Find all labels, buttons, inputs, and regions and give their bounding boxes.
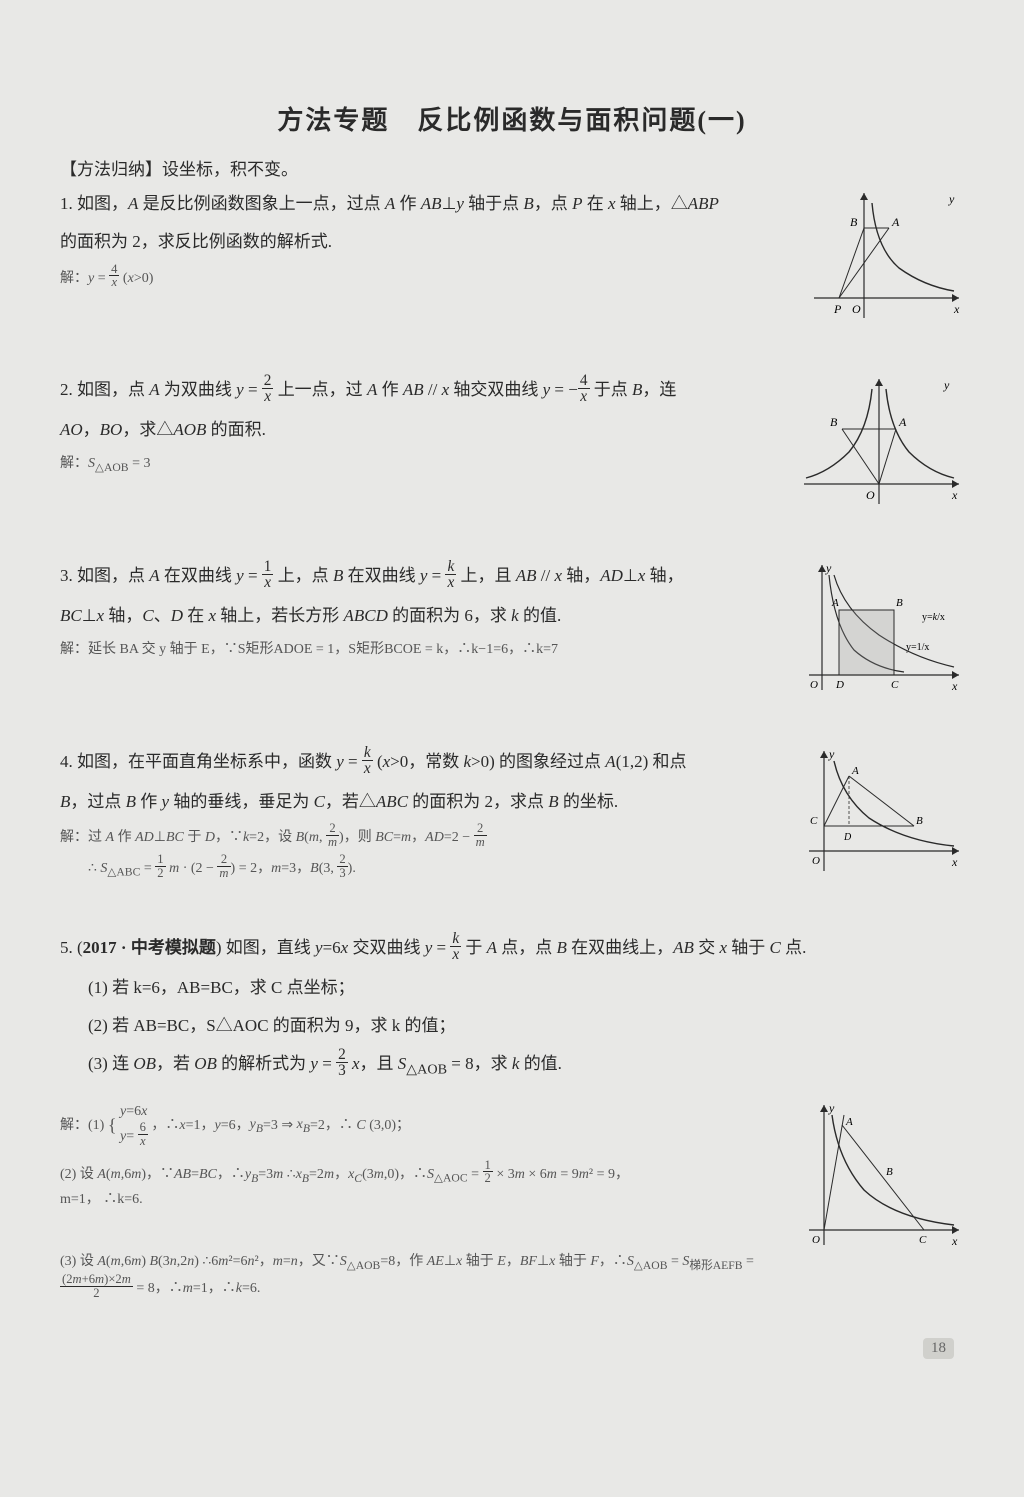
method-note: 【方法归纳】设坐标，积不变。 [60, 155, 964, 180]
problem-answer-line: m=1， ∴k=6. [60, 1188, 794, 1212]
svg-text:x: x [951, 855, 958, 869]
svg-text:B: B [896, 597, 903, 609]
problem-stem-line: 的面积为 2，求反比例函数的解析式. [60, 226, 774, 258]
svg-text:y: y [828, 1101, 835, 1115]
svg-text:x: x [951, 679, 958, 693]
svg-text:O: O [852, 302, 861, 316]
svg-text:B: B [850, 215, 858, 229]
problem-4: 4. 如图，在平面直角坐标系中，函数 y = kx (x>0，常数 k>0) 的… [60, 746, 964, 886]
svg-text:A: A [891, 215, 900, 229]
problem-answer-line: (3) 设 A(m,6m) B(3n,2n) ∴6m²=6n²，m=n，又∵S△… [60, 1250, 964, 1276]
problem-stem-line: B，过点 B 作 y 轴的垂线，垂足为 C，若△ABC 的面积为 2，求点 B … [60, 786, 774, 818]
problem-2: 2. 如图，点 A 为双曲线 y = 2x 上一点，过 A 作 AB // x … [60, 374, 964, 514]
svg-text:y: y [948, 192, 955, 206]
problem-1-diagram: y x B A P O [794, 188, 964, 328]
problem-subpart: (2) 若 AB=BC，S△AOC 的面积为 9，求 k 的值； [88, 1010, 964, 1042]
svg-text:B: B [886, 1166, 893, 1178]
svg-text:y: y [828, 747, 835, 761]
svg-text:y: y [943, 378, 950, 392]
problem-5: 5. (2017 · 中考模拟题) 如图，直线 y=6x 交双曲线 y = kx… [60, 932, 964, 1303]
problem-num: 1. [60, 194, 73, 213]
svg-text:O: O [812, 855, 820, 867]
svg-text:B: B [830, 415, 838, 429]
svg-text:P: P [833, 302, 842, 316]
problem-subpart: (3) 连 OB，若 OB 的解析式为 y = 23 x，且 S△AOB = 8… [88, 1048, 964, 1083]
problem-stem-line: BC⊥x 轴，C、D 在 x 轴上，若长方形 ABCD 的面积为 6，求 k 的… [60, 600, 774, 632]
problem-answer-line: 解：过 A 作 AD⊥BC 于 D，∵k=2，设 B(m, 2m)，则 BC=m… [60, 824, 774, 851]
svg-text:A: A [845, 1116, 853, 1128]
problem-3-diagram: y x A B O D C y=k/x y=1/x [794, 560, 964, 700]
svg-text:A: A [831, 597, 839, 609]
svg-text:C: C [891, 679, 899, 691]
problem-num: 5. [60, 938, 73, 957]
svg-text:B: B [916, 815, 923, 827]
problem-num: 3. [60, 566, 73, 585]
svg-text:O: O [812, 1234, 820, 1246]
page-number: 18 [923, 1338, 954, 1359]
problem-answer: 解：y = 4x (x>0) [60, 265, 774, 292]
problem-2-text: 2. 如图，点 A 为双曲线 y = 2x 上一点，过 A 作 AB // x … [60, 374, 794, 478]
problem-subpart: (1) 若 k=6，AB=BC，求 C 点坐标； [88, 972, 964, 1004]
svg-text:D: D [843, 832, 852, 843]
problem-answer-line: 解：(1) { y=6xy= 6x ，∴x=1，y=6，yB=3 ⇒ xB=2，… [60, 1100, 794, 1151]
svg-text:x: x [951, 488, 958, 502]
problem-answer: 解：延长 BA 交 y 轴于 E，∵S矩形ADOE = 1，S矩形BCOE = … [60, 638, 774, 662]
problem-1-text: 1. 如图，A 是反比例函数图象上一点，过点 A 作 AB⊥y 轴于点 B，点 … [60, 188, 794, 292]
svg-text:O: O [810, 679, 818, 691]
problem-2-diagram: y x B A O [794, 374, 964, 514]
problem-answer-line: ∴ S△ABC = 12 m · (2 − 2m) = 2，m=3，B(3, 2… [88, 855, 774, 883]
worksheet-page: 方法专题 反比例函数与面积问题(一) 【方法归纳】设坐标，积不变。 1. 如图，… [0, 0, 1024, 1389]
svg-text:y=1/x: y=1/x [906, 642, 929, 653]
svg-text:C: C [919, 1234, 927, 1246]
problem-5-text: 5. (2017 · 中考模拟题) 如图，直线 y=6x 交双曲线 y = kx… [60, 932, 964, 1303]
problem-5-diagram: y x A B O C [794, 1100, 964, 1250]
problem-stem-line: 如图，A 是反比例函数图象上一点，过点 A 作 AB⊥y 轴于点 B，点 P 在… [77, 194, 719, 213]
svg-text:A: A [898, 415, 907, 429]
svg-text:O: O [866, 488, 875, 502]
problem-num: 2. [60, 380, 73, 399]
problem-3: 3. 如图，点 A 在双曲线 y = 1x 上，点 B 在双曲线 y = kx … [60, 560, 964, 700]
problem-4-diagram: y x A B C O D [794, 746, 964, 886]
svg-text:D: D [835, 679, 844, 691]
svg-text:y: y [825, 561, 832, 575]
problem-answer-line: (2m+6m)×2m2 = 8，∴m=1，∴k=6. [60, 1275, 964, 1302]
svg-text:C: C [810, 815, 818, 827]
problem-num: 4. [60, 752, 73, 771]
problem-stem-line: (2017 · 中考模拟题) 如图，直线 y=6x 交双曲线 y = kx 于 … [77, 938, 806, 957]
problem-answer-line: (2) 设 A(m,6m)，∵AB=BC，∴yB=3m ∴xB=2m，xC(3m… [60, 1161, 794, 1189]
problem-4-text: 4. 如图，在平面直角坐标系中，函数 y = kx (x>0，常数 k>0) 的… [60, 746, 794, 883]
svg-text:x: x [953, 302, 960, 316]
problem-stem-line: 如图，点 A 在双曲线 y = 1x 上，点 B 在双曲线 y = kx 上，且… [77, 566, 684, 585]
problem-stem-line: AO，BO，求△AOB 的面积. [60, 414, 774, 446]
problem-answer: 解：S△AOB = 3 [60, 452, 774, 478]
svg-text:y=k/x: y=k/x [922, 612, 945, 623]
problem-stem-line: 如图，在平面直角坐标系中，函数 y = kx (x>0，常数 k>0) 的图象经… [77, 752, 687, 771]
svg-text:x: x [951, 1234, 958, 1248]
problem-stem-line: 如图，点 A 为双曲线 y = 2x 上一点，过 A 作 AB // x 轴交双… [77, 380, 676, 399]
page-title: 方法专题 反比例函数与面积问题(一) [60, 100, 964, 137]
problem-3-text: 3. 如图，点 A 在双曲线 y = 1x 上，点 B 在双曲线 y = kx … [60, 560, 794, 662]
svg-text:A: A [851, 765, 859, 777]
problem-1: 1. 如图，A 是反比例函数图象上一点，过点 A 作 AB⊥y 轴于点 B，点 … [60, 188, 964, 328]
